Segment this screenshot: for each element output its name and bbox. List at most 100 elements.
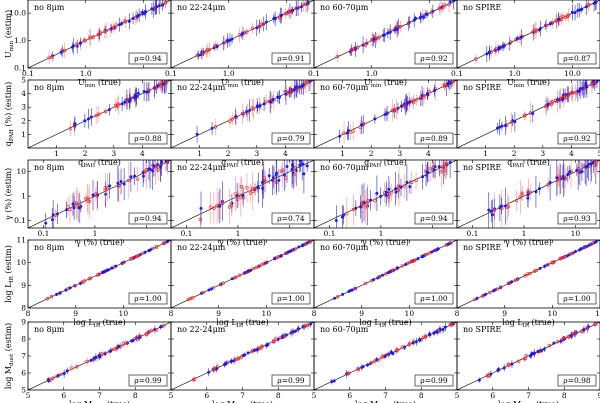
red-point <box>444 162 449 166</box>
red-point <box>53 213 58 217</box>
blue-point <box>375 358 379 362</box>
x-axis-label: γ (%) (true) <box>76 238 123 247</box>
blue-point <box>246 269 250 273</box>
x-tick-label: 0.1 <box>324 229 336 238</box>
red-point <box>75 203 79 207</box>
correlation-box <box>128 132 168 145</box>
x-tick-label: 0.1 <box>38 229 50 238</box>
red-point <box>237 193 241 197</box>
red-point <box>272 178 276 182</box>
correlation-value: ρ=0.94 <box>134 214 162 223</box>
panel-title: no 22-24μm <box>177 243 226 252</box>
blue-point <box>104 192 108 196</box>
x-tick-label: 1 <box>340 149 345 158</box>
y-tick-label: 2 <box>21 116 26 125</box>
correlation-value: ρ=0.94 <box>134 54 162 63</box>
blue-point <box>538 266 542 270</box>
blue-point <box>132 96 136 100</box>
blue-point <box>485 52 489 56</box>
blue-point <box>210 287 214 291</box>
blue-point <box>249 268 253 272</box>
blue-point <box>556 17 560 21</box>
blue-point <box>559 339 563 343</box>
red-point <box>586 3 591 7</box>
blue-point <box>300 162 304 166</box>
blue-point <box>443 325 447 329</box>
x-tick-label: 2 <box>512 149 517 158</box>
blue-point <box>501 44 505 48</box>
correlation-box <box>271 292 311 305</box>
correlation-value: ρ=0.88 <box>134 134 162 143</box>
blue-point <box>511 119 515 123</box>
x-tick-label: 0.1 <box>308 69 320 78</box>
panel-r4-c3: 5 6 7 8 9 no SPIRE ρ=0.98 log Mdust (true) <box>455 321 600 403</box>
correlation-box <box>414 212 454 225</box>
red-point <box>494 47 498 51</box>
red-point <box>395 348 399 352</box>
x-tick-label: 9 <box>73 309 78 318</box>
blue-point <box>226 39 230 43</box>
panel-title: no 60-70μm <box>320 3 369 12</box>
blue-point <box>269 100 273 104</box>
blue-point <box>530 352 534 356</box>
panel-title: no 8μm <box>34 325 65 334</box>
blue-point <box>568 170 572 174</box>
blue-point <box>107 268 111 272</box>
blue-point <box>305 164 309 168</box>
panel-title: no SPIRE <box>463 83 502 92</box>
blue-point <box>215 45 219 49</box>
blue-point <box>207 288 211 292</box>
blue-point <box>44 221 48 225</box>
x-tick-label: 1.0 <box>223 69 235 78</box>
red-point <box>192 377 197 381</box>
blue-point <box>396 266 400 270</box>
red-point <box>121 261 126 265</box>
blue-point <box>295 85 299 89</box>
blue-point <box>542 347 546 351</box>
red-point <box>302 2 306 7</box>
panel-title: no 60-70μm <box>320 163 369 172</box>
red-point <box>505 205 510 210</box>
correlation-value: ρ=1.00 <box>563 294 591 303</box>
red-point <box>233 276 237 280</box>
correlation-box <box>271 212 311 225</box>
blue-point <box>302 172 306 176</box>
blue-point <box>446 242 450 246</box>
red-point <box>113 103 118 108</box>
correlation-value: ρ=0.94 <box>420 214 448 223</box>
red-point <box>380 355 384 359</box>
red-point <box>190 296 195 300</box>
blue-point <box>548 180 552 184</box>
blue-point <box>422 15 426 19</box>
blue-point <box>117 344 121 348</box>
panel-r1-c0: 1 2 3 4 1 2 3 4 5 no 8μm ρ=0.88 qPAH (true) <box>21 76 172 169</box>
blue-point <box>381 273 385 277</box>
blue-point <box>489 209 493 213</box>
red-point <box>68 126 73 131</box>
blue-point <box>195 132 199 136</box>
red-point <box>257 24 261 28</box>
red-point <box>532 29 536 34</box>
blue-point <box>386 271 390 275</box>
red-point <box>233 192 238 196</box>
blue-point <box>340 215 344 219</box>
red-point <box>547 343 552 348</box>
blue-point <box>273 17 277 21</box>
blue-point <box>350 288 354 292</box>
red-point <box>82 38 86 42</box>
blue-point <box>275 171 279 175</box>
blue-point <box>207 370 211 374</box>
blue-point <box>116 181 120 185</box>
x-tick-label: 4 <box>140 149 145 158</box>
red-point <box>577 170 581 174</box>
blue-point <box>584 5 588 9</box>
panel-r4-c0: 5 6 7 8 5 6 7 8 9 no 8μm ρ=0.99 log Mdust (true) <box>21 318 172 403</box>
red-point <box>87 277 91 281</box>
correlation-value: ρ=0.99 <box>277 376 305 385</box>
x-axis-label: qPAH (true) <box>221 158 264 169</box>
blue-point <box>584 84 588 88</box>
red-point <box>356 367 360 372</box>
blue-point <box>72 206 76 210</box>
blue-point <box>379 194 383 198</box>
